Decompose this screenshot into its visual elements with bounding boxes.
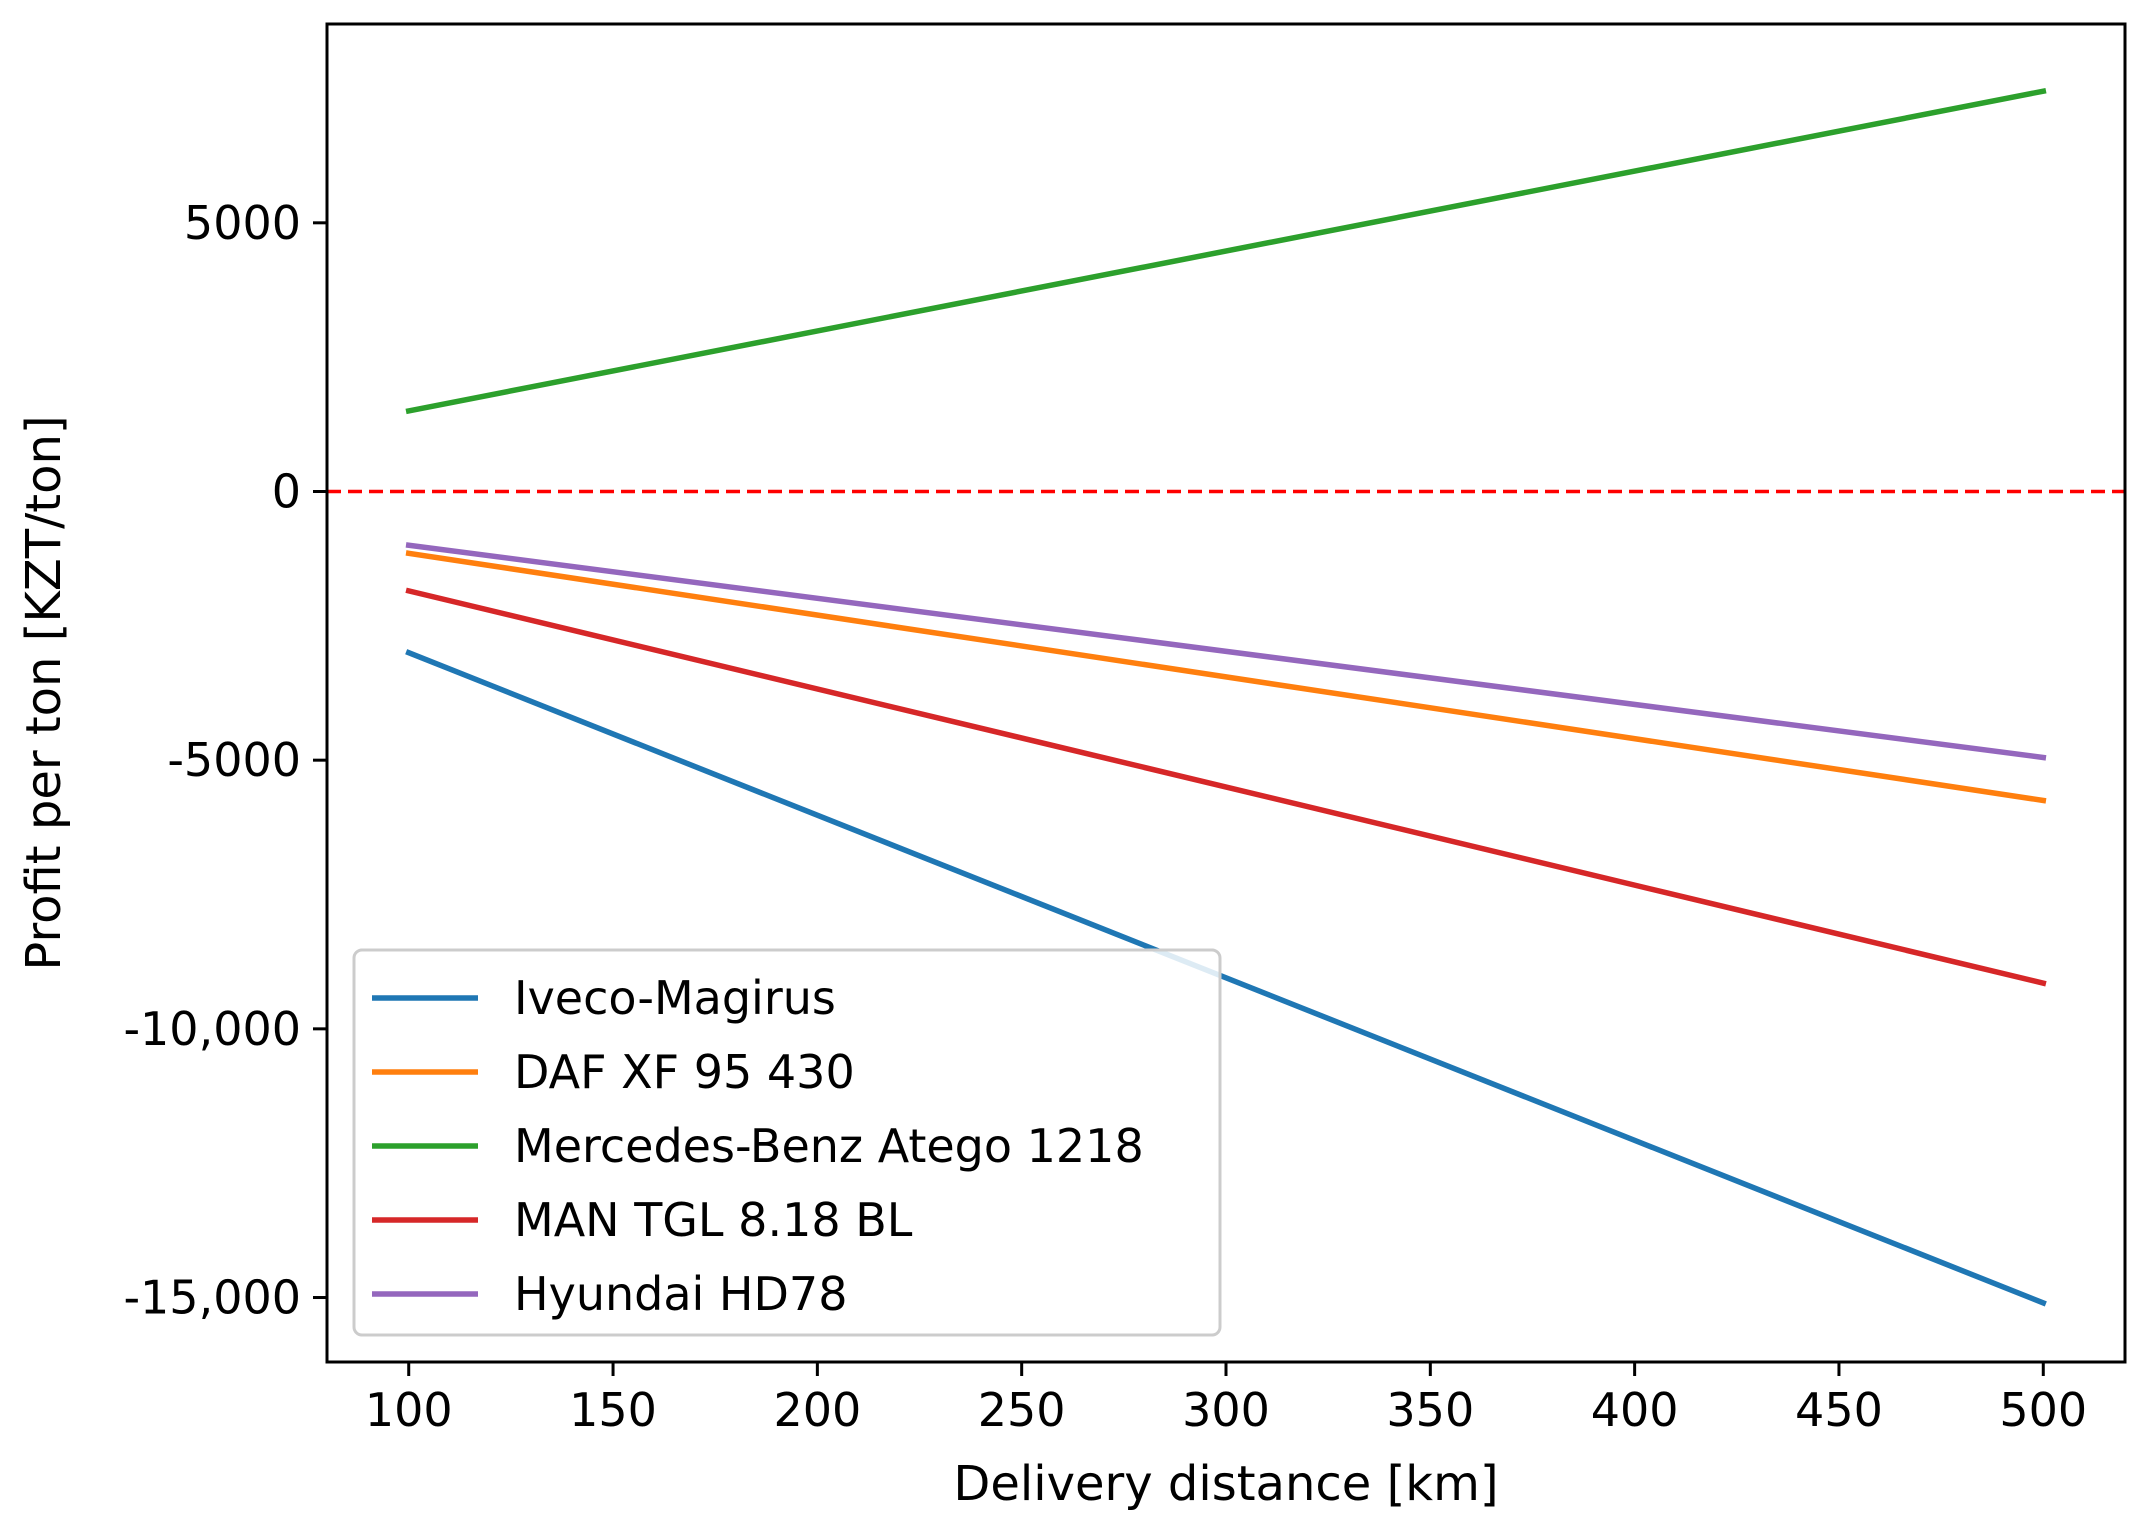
legend-label: Iveco-Magirus <box>514 971 836 1025</box>
x-tick-label: 350 <box>1386 1383 1474 1437</box>
x-tick-label: 300 <box>1182 1383 1270 1437</box>
legend-label: Hyundai HD78 <box>514 1267 847 1321</box>
axes-layer: 100 150 200 250 300 350 400 450 500 5000 0 -5000 -10… <box>16 22 2127 1512</box>
series-lines-layer <box>327 87 2125 1307</box>
x-tick-label: 150 <box>569 1383 657 1437</box>
y-tick-label: -5000 <box>167 733 301 787</box>
legend: Iveco-Magirus DAF XF 95 430 Mercedes-Benz … <box>352 948 1222 1337</box>
x-tick-label: 200 <box>773 1383 861 1437</box>
y-tick-label: 0 <box>272 464 301 518</box>
legend-label: Mercedes-Benz Atego 1218 <box>514 1119 1144 1173</box>
x-axis-label: Delivery distance [km] <box>953 1456 1498 1512</box>
x-tick-label: 250 <box>978 1383 1066 1437</box>
x-tick-label: 100 <box>365 1383 453 1437</box>
y-tick-label: -15,000 <box>123 1271 301 1325</box>
y-tick-label: -10,000 <box>123 1002 301 1056</box>
series-line-hyundai-hd78 <box>405 542 2047 761</box>
series-line-man-tgl-8-18-bl <box>405 587 2047 987</box>
x-tick-label: 400 <box>1591 1383 1679 1437</box>
series-line-mercedes-benz-atego-1218 <box>405 87 2047 415</box>
series-line-iveco-magirus <box>405 649 2047 1307</box>
y-axis-label: Profit per ton [KZT/ton] <box>16 415 72 970</box>
series-line-daf-xf-95-430 <box>405 550 2047 804</box>
legend-box <box>352 948 1222 1337</box>
legend-label: MAN TGL 8.18 BL <box>514 1193 913 1247</box>
y-tick-label: 5000 <box>184 196 301 250</box>
x-tick-label: 450 <box>1795 1383 1883 1437</box>
legend-label: DAF XF 95 430 <box>514 1045 855 1099</box>
x-tick-label: 500 <box>1999 1383 2087 1437</box>
